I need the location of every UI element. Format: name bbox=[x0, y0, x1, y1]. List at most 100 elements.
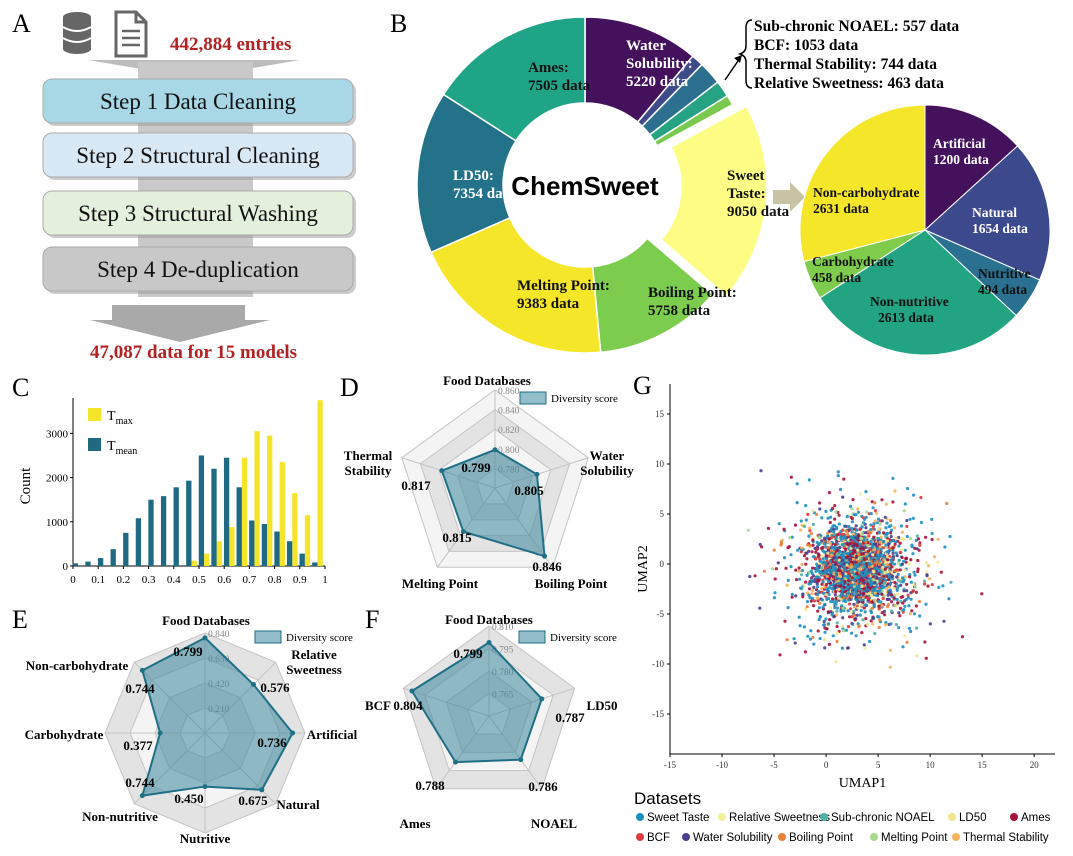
umap-point bbox=[837, 587, 841, 591]
umap-point bbox=[910, 545, 914, 549]
step-label-3: Step 3 Structural Washing bbox=[78, 201, 318, 226]
x-tick-label: 15 bbox=[978, 760, 988, 770]
umap-point bbox=[834, 576, 838, 580]
radar-point-1 bbox=[250, 682, 256, 688]
radar-value-label-0: 0.799 bbox=[173, 644, 203, 659]
umap-point bbox=[913, 573, 917, 577]
umap-point bbox=[858, 597, 862, 601]
umap-point bbox=[856, 548, 860, 552]
umap-point bbox=[877, 586, 881, 590]
down-arrow bbox=[90, 305, 270, 342]
umap-point bbox=[835, 639, 839, 644]
umap-point bbox=[811, 543, 815, 547]
umap-point bbox=[841, 528, 845, 532]
umap-point bbox=[824, 617, 828, 621]
umap-point bbox=[884, 623, 888, 627]
umap-point bbox=[930, 583, 934, 587]
radar-value-label-2: 0.786 bbox=[528, 779, 558, 794]
umap-point bbox=[868, 577, 872, 581]
umap-point bbox=[839, 597, 843, 601]
umap-point bbox=[874, 550, 878, 554]
umap-point bbox=[916, 558, 920, 563]
umap-point bbox=[832, 524, 837, 528]
umap-point bbox=[815, 582, 819, 586]
umap-point bbox=[841, 588, 845, 592]
umap-point bbox=[849, 570, 853, 574]
radar-point-4 bbox=[409, 688, 415, 694]
umap-point bbox=[748, 574, 752, 579]
umap-point bbox=[864, 552, 868, 556]
note-line-1: Sub-chronic NOAEL: 557 data bbox=[754, 18, 959, 35]
umap-point bbox=[892, 526, 897, 530]
radar-axis-label-6: Carbohydrate bbox=[25, 727, 104, 742]
umap-point bbox=[849, 550, 853, 554]
radar-ring-label: 0.860 bbox=[498, 387, 520, 397]
database-icon bbox=[62, 12, 92, 54]
bar-Tmean-19 bbox=[312, 562, 318, 566]
umap-point bbox=[823, 630, 827, 634]
umap-point bbox=[812, 599, 817, 603]
umap-point bbox=[866, 497, 870, 501]
umap-point bbox=[916, 569, 920, 574]
umap-point bbox=[869, 539, 873, 543]
umap-point bbox=[858, 613, 862, 617]
umap-point bbox=[928, 577, 932, 581]
umap-point bbox=[908, 517, 912, 521]
pie-value-4: 458 data bbox=[812, 270, 861, 285]
umap-point bbox=[835, 624, 839, 629]
umap-point bbox=[893, 542, 897, 546]
umap-point bbox=[886, 558, 890, 562]
umap-point bbox=[799, 573, 804, 577]
x-tick-label: 0.2 bbox=[117, 574, 131, 586]
umap-point bbox=[753, 574, 757, 578]
pie-label-1: Natural bbox=[972, 205, 1017, 220]
umap-point bbox=[919, 520, 923, 525]
panel-f-letter: F bbox=[365, 605, 379, 634]
umap-point bbox=[888, 665, 892, 669]
umap-point bbox=[876, 556, 880, 560]
umap-point bbox=[851, 557, 855, 561]
umap-point bbox=[856, 507, 860, 511]
umap-point bbox=[846, 646, 850, 650]
umap-point bbox=[890, 600, 894, 604]
umap-point bbox=[834, 602, 838, 606]
bar-Tmax-1 bbox=[204, 553, 210, 566]
umap-point bbox=[823, 536, 827, 540]
umap-point bbox=[796, 548, 800, 552]
radar-point-7 bbox=[139, 667, 145, 673]
bar-Tmean-8 bbox=[173, 487, 179, 566]
umap-point bbox=[888, 648, 892, 652]
umap-point bbox=[912, 612, 916, 616]
umap-point bbox=[856, 510, 860, 514]
umap-point bbox=[897, 626, 901, 630]
umap-point bbox=[887, 585, 891, 589]
umap-point bbox=[855, 554, 859, 558]
umap-point bbox=[887, 575, 891, 579]
umap-point bbox=[817, 618, 821, 622]
umap-point bbox=[828, 606, 832, 610]
umap-point bbox=[885, 531, 889, 535]
umap-point bbox=[854, 513, 858, 517]
legend-swatch bbox=[519, 391, 547, 405]
umap-point bbox=[865, 562, 869, 566]
panel-b-letter: B bbox=[390, 9, 407, 38]
umap-point bbox=[885, 521, 889, 525]
x-tick-label: 0.7 bbox=[243, 574, 257, 586]
umap-point bbox=[841, 606, 845, 610]
umap-point bbox=[881, 589, 885, 593]
umap-point bbox=[868, 591, 872, 596]
umap-point bbox=[862, 643, 866, 647]
legend-swatch bbox=[518, 630, 546, 644]
umap-point bbox=[901, 580, 905, 584]
umap-point bbox=[872, 542, 877, 546]
umap-point bbox=[833, 555, 837, 559]
donut-label-5: Sweet bbox=[727, 168, 765, 184]
umap-point bbox=[857, 624, 861, 628]
umap-point bbox=[858, 587, 862, 591]
umap-point bbox=[879, 570, 883, 574]
umap-point bbox=[903, 604, 907, 608]
radar-axis-label-3: Melting Point bbox=[402, 576, 479, 591]
legend-label-1: Relative Sweetness bbox=[729, 812, 830, 824]
